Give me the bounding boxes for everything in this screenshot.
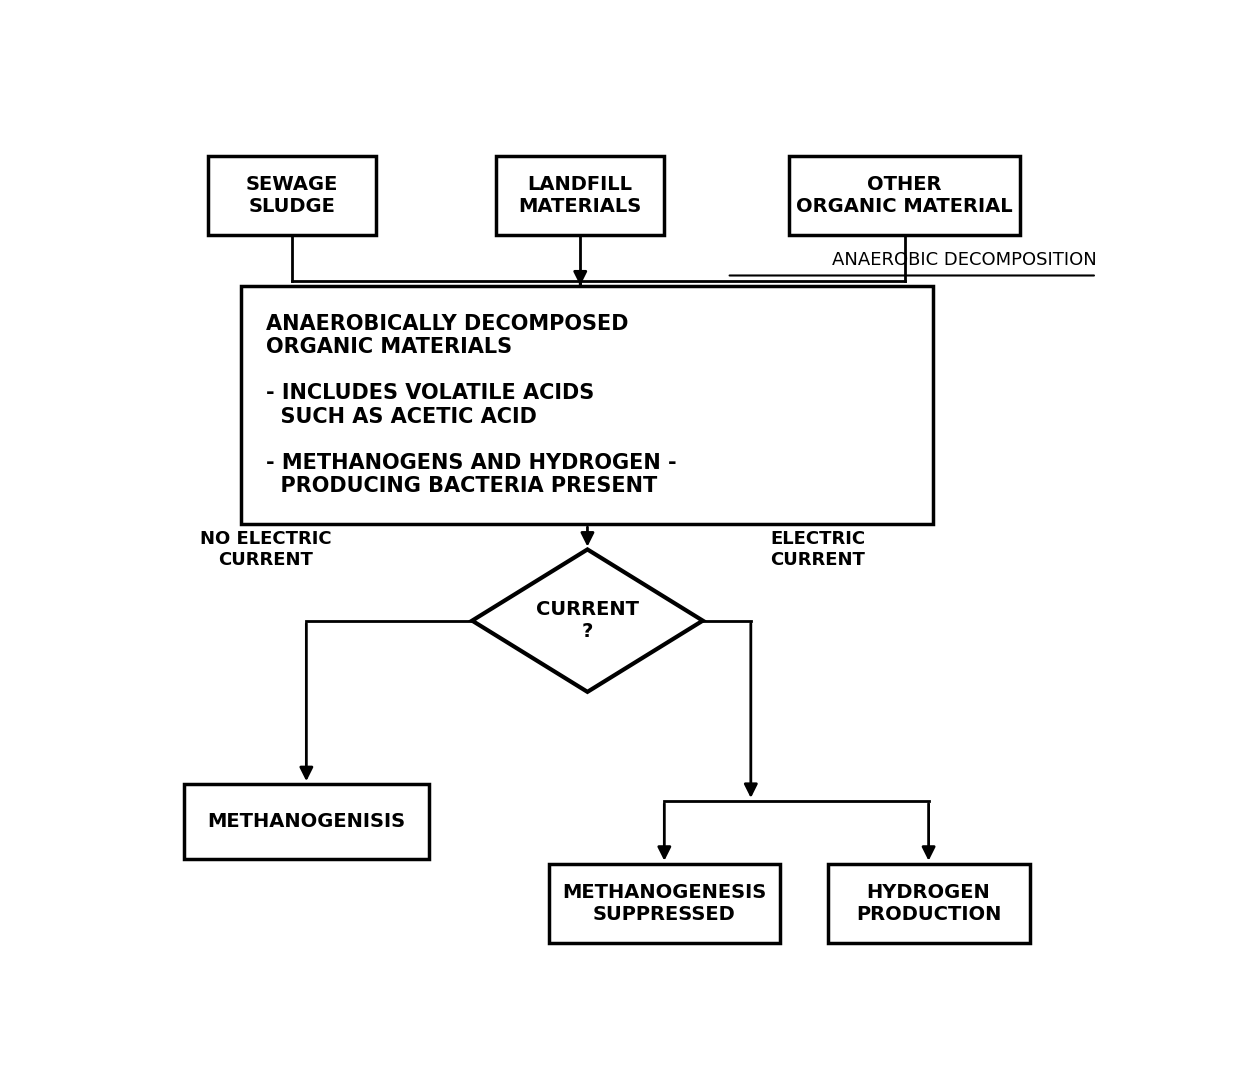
- Text: ANAEROBIC DECOMPOSITION: ANAEROBIC DECOMPOSITION: [832, 251, 1096, 270]
- Bar: [789, 156, 1019, 235]
- Bar: [184, 784, 429, 860]
- Text: METHANOGENESIS
SUPPRESSED: METHANOGENESIS SUPPRESSED: [562, 882, 766, 924]
- Text: ELECTRIC
CURRENT: ELECTRIC CURRENT: [770, 530, 866, 569]
- Text: SEWAGE
SLUDGE: SEWAGE SLUDGE: [246, 175, 339, 217]
- Text: LANDFILL
MATERIALS: LANDFILL MATERIALS: [518, 175, 642, 217]
- Text: ANAEROBICALLY DECOMPOSED
ORGANIC MATERIALS

- INCLUDES VOLATILE ACIDS
  SUCH AS : ANAEROBICALLY DECOMPOSED ORGANIC MATERIA…: [265, 313, 676, 496]
- Polygon shape: [472, 549, 703, 692]
- Bar: [828, 864, 1029, 943]
- Text: METHANOGENISIS: METHANOGENISIS: [207, 813, 405, 831]
- Text: CURRENT
?: CURRENT ?: [536, 601, 639, 641]
- Bar: [496, 156, 665, 235]
- Bar: [549, 864, 780, 943]
- Text: NO ELECTRIC
CURRENT: NO ELECTRIC CURRENT: [200, 530, 331, 569]
- Bar: [242, 285, 934, 524]
- Text: HYDROGEN
PRODUCTION: HYDROGEN PRODUCTION: [856, 882, 1001, 924]
- Bar: [208, 156, 376, 235]
- Text: OTHER
ORGANIC MATERIAL: OTHER ORGANIC MATERIAL: [796, 175, 1013, 217]
